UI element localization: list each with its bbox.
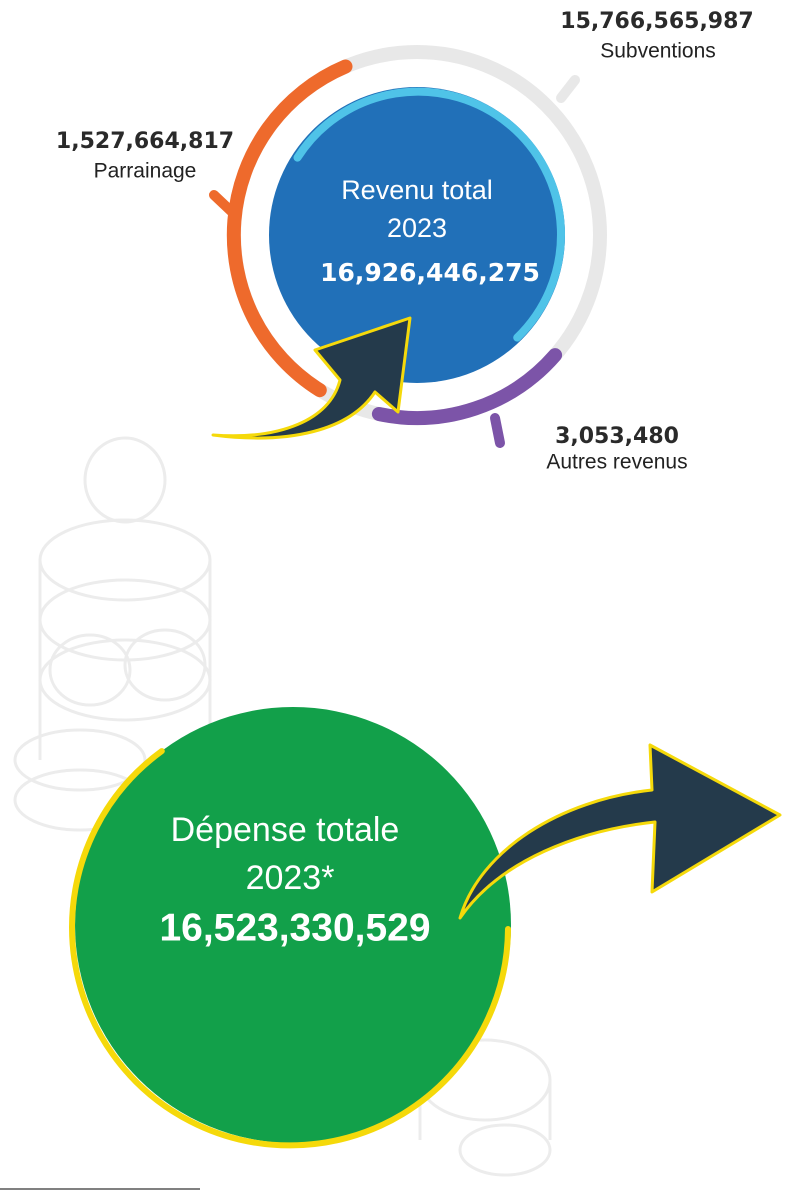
expense-year: 2023* [246, 859, 335, 897]
item-value: 1,527,664,817 [56, 129, 234, 154]
item-label: Subventions [600, 40, 716, 63]
revenue-year: 2023 [387, 213, 447, 243]
item-label: Autres revenus [546, 451, 687, 474]
infographic: Revenu total 2023 16,926,446,275 1,527,6… [0, 0, 785, 1191]
expense-total: 16,523,330,529 [159, 906, 430, 949]
item-value: 15,766,565,987 [560, 9, 753, 34]
expense-title: Dépense totale [171, 811, 400, 849]
item-label: Parrainage [94, 160, 197, 183]
revenue-ring [213, 52, 600, 443]
revenue-title: Revenu total [341, 175, 493, 205]
item-value: 3,053,480 [555, 424, 679, 449]
revenue-total: 16,926,446,275 [320, 258, 540, 287]
